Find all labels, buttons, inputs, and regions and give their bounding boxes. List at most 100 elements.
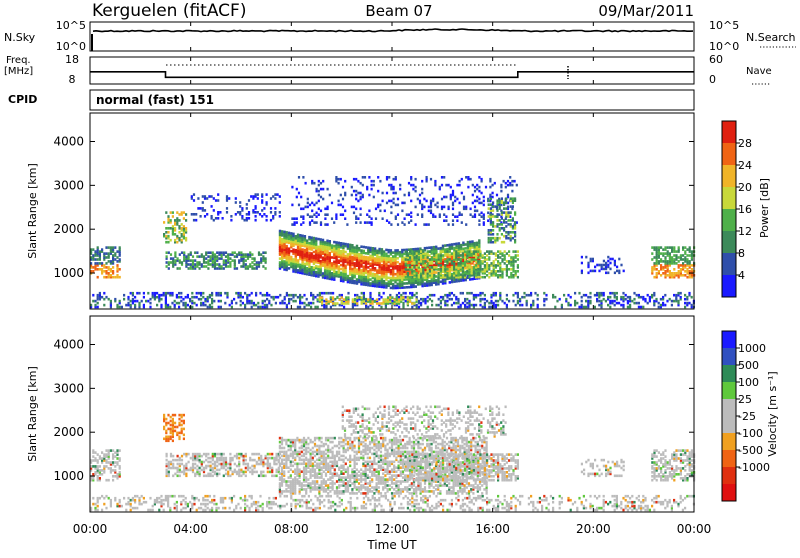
echo-cell <box>382 217 384 220</box>
echo-cell <box>299 499 301 502</box>
echo-cell <box>103 264 105 267</box>
echo-cell <box>364 221 366 224</box>
echo-cell <box>257 509 259 512</box>
echo-cell <box>251 306 253 309</box>
echo-cell <box>251 292 253 295</box>
echo-cell <box>134 499 136 502</box>
echo-cell <box>176 217 178 220</box>
echo-cell <box>408 213 410 216</box>
echo-cell <box>371 188 373 191</box>
echo-cell <box>422 298 424 301</box>
echo-cell <box>505 231 507 234</box>
echo-cell <box>249 251 251 254</box>
echo-cell <box>638 499 640 502</box>
echo-cell <box>141 503 143 506</box>
echo-cell <box>662 296 664 299</box>
echo-cell <box>284 296 286 299</box>
echo-cell <box>119 258 121 261</box>
echo-cell <box>501 252 503 255</box>
echo-cell <box>330 296 332 299</box>
echo-cell <box>478 239 480 242</box>
echo-cell <box>510 501 512 504</box>
echo-cell <box>313 182 315 185</box>
echo-cell <box>356 268 358 271</box>
echo-cell <box>416 499 418 502</box>
echo-cell <box>369 503 371 506</box>
echo-cell <box>349 244 351 247</box>
echo-cell <box>213 219 215 222</box>
echo-cell <box>339 505 341 508</box>
echo-cell <box>510 223 512 226</box>
echo-cell <box>193 296 195 299</box>
echo-cell <box>473 258 475 261</box>
echo-cell <box>288 267 290 270</box>
echo-cell <box>629 304 631 307</box>
echo-cell <box>581 501 583 504</box>
echo-cell <box>182 507 184 510</box>
echo-cell <box>251 300 253 303</box>
echo-cell <box>388 249 390 252</box>
echo-cell <box>167 231 169 234</box>
echo-cell <box>362 176 364 179</box>
echo-cell <box>152 509 154 512</box>
echo-cell <box>446 250 448 253</box>
echo-cell <box>451 304 453 307</box>
echo-cell <box>355 198 357 201</box>
echo-cell <box>105 252 107 255</box>
echo-cell <box>644 509 646 512</box>
echo-cell <box>594 509 596 512</box>
echo-cell <box>341 499 343 502</box>
echo-cell <box>265 257 267 260</box>
echo-cell <box>534 507 536 510</box>
echo-cell <box>472 184 474 187</box>
echo-cell <box>169 306 171 309</box>
echo-cell <box>177 267 179 270</box>
echo-cell <box>653 256 655 259</box>
echo-cell <box>620 501 622 504</box>
echo-cell <box>272 215 274 218</box>
echo-cell <box>514 197 516 200</box>
echo-cell <box>339 304 341 307</box>
echo-cell <box>234 255 236 258</box>
echo-cell <box>368 215 370 218</box>
echo-cell <box>508 250 510 253</box>
echo-cell <box>347 253 349 256</box>
echo-cell <box>204 209 206 212</box>
echo-cell <box>114 258 116 261</box>
echo-cell <box>390 277 392 280</box>
echo-cell <box>244 292 246 295</box>
echo-cell <box>678 264 680 267</box>
echo-cell <box>279 230 281 233</box>
echo-cell <box>510 272 512 275</box>
echo-cell <box>378 302 380 305</box>
echo-cell <box>252 195 254 198</box>
echo-cell <box>686 248 688 251</box>
echo-cell <box>470 178 472 181</box>
echo-cell <box>97 276 99 279</box>
echo-cell <box>629 296 631 299</box>
echo-cell <box>512 250 514 253</box>
echo-cell <box>407 507 409 510</box>
echo-cell <box>397 223 399 226</box>
echo-cell <box>136 300 138 303</box>
echo-cell <box>211 292 213 295</box>
echo-cell <box>671 300 673 303</box>
echo-cell <box>299 306 301 309</box>
echo-cell <box>105 262 107 265</box>
echo-cell <box>398 306 400 309</box>
echo-cell <box>188 263 190 266</box>
echo-cell <box>357 200 359 203</box>
echo-cell <box>526 300 528 303</box>
echo-cell <box>497 503 499 506</box>
echo-cell <box>152 505 154 508</box>
colorbar-tick-label: 12 <box>738 225 752 238</box>
echo-cell <box>385 298 387 301</box>
echo-cell <box>506 264 508 267</box>
echo-cell <box>171 302 173 305</box>
echo-cell <box>360 249 362 252</box>
echo-cell <box>601 264 603 267</box>
echo-cell <box>277 505 279 508</box>
echo-cell <box>611 505 613 508</box>
echo-cell <box>438 254 440 257</box>
echo-cell <box>486 300 488 303</box>
